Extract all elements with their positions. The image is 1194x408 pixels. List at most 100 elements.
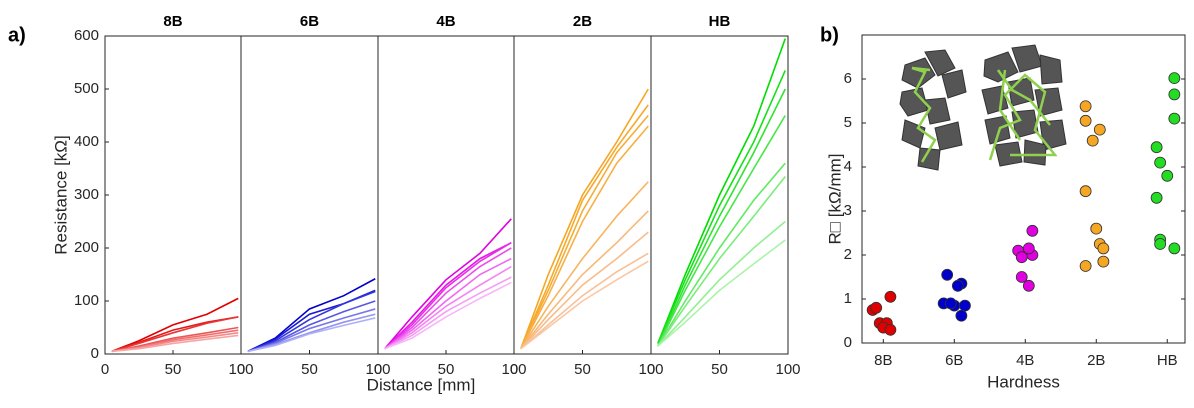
data-point <box>951 279 964 292</box>
data-line <box>657 162 786 347</box>
data-line <box>111 297 239 353</box>
data-line <box>520 125 649 350</box>
data-line <box>657 239 786 347</box>
data-line <box>111 332 239 353</box>
x-tick-label: 0 <box>374 361 382 378</box>
x-tick-label: 2B <box>1087 352 1105 369</box>
data-line <box>520 181 649 350</box>
x-tick-label: 0 <box>510 361 518 378</box>
data-line <box>520 114 649 350</box>
data-point <box>1022 279 1035 292</box>
x-tick-label: 50 <box>574 361 591 378</box>
data-line <box>384 257 512 350</box>
subplot-title: HB <box>709 13 731 30</box>
x-tick-label: 0 <box>647 361 655 378</box>
x-tick-label: HB <box>1157 352 1178 369</box>
y-tick-label: 1 <box>844 290 852 307</box>
data-line <box>657 115 786 347</box>
data-point <box>1015 271 1028 283</box>
data-line <box>520 210 649 350</box>
plot-frame <box>861 34 1186 344</box>
data-line <box>520 88 649 349</box>
data-line <box>520 260 649 350</box>
data-point <box>1097 255 1110 268</box>
data-line <box>520 231 649 350</box>
data-point <box>884 290 897 303</box>
data-line <box>111 316 239 353</box>
data-point <box>944 297 957 310</box>
data-line <box>247 317 376 353</box>
y-tick-label: 100 <box>74 292 99 309</box>
y-tick-label: 5 <box>844 114 852 131</box>
data-point <box>884 323 897 336</box>
data-line <box>384 247 512 350</box>
data-line <box>657 220 786 347</box>
y-tick-label: 2 <box>844 246 852 263</box>
data-line <box>384 281 512 350</box>
y-axis-label: Resistance [kΩ] <box>51 135 70 254</box>
data-point <box>1079 260 1092 272</box>
x-tick-label: 50 <box>438 361 455 378</box>
x-tick-label: 8B <box>874 352 892 369</box>
data-point <box>1161 169 1174 182</box>
data-point <box>1079 185 1092 198</box>
y-tick-label: 6 <box>844 70 852 87</box>
data-line <box>247 290 376 353</box>
data-point <box>959 299 971 312</box>
x-tick-label: 50 <box>711 361 728 378</box>
x-tick-label: 100 <box>501 361 526 378</box>
data-point <box>1015 251 1028 264</box>
x-tick-label: 50 <box>165 361 182 378</box>
data-point <box>1090 222 1103 235</box>
data-point <box>1086 134 1099 147</box>
data-point <box>1150 141 1163 154</box>
x-tick-label: 0 <box>101 361 109 378</box>
data-point <box>870 301 883 314</box>
y-axis-label: R□ [kΩ/mm] <box>825 154 844 245</box>
x-tick-label: 100 <box>365 361 390 378</box>
data-point <box>1079 114 1092 127</box>
y-tick-label: 0 <box>91 345 99 362</box>
data-line <box>384 242 512 350</box>
data-line <box>520 104 649 350</box>
data-line <box>384 218 512 350</box>
data-line <box>384 265 512 350</box>
data-point <box>1154 238 1167 250</box>
panel-label: b) <box>820 24 839 46</box>
y-tick-label: 200 <box>74 239 99 256</box>
data-point <box>1168 72 1181 85</box>
y-tick-label: 300 <box>74 186 99 203</box>
subplot-title: 4B <box>436 13 455 30</box>
data-line <box>111 334 239 353</box>
plot-frame <box>104 35 242 355</box>
subplot-title: 2B <box>573 13 592 30</box>
data-point <box>1022 242 1035 255</box>
subplot-title: 8B <box>163 13 182 30</box>
data-point <box>1150 191 1163 204</box>
data-line <box>247 308 376 353</box>
y-tick-label: 600 <box>74 27 99 44</box>
data-point <box>1079 100 1092 113</box>
data-line <box>657 38 787 344</box>
y-tick-label: 400 <box>74 133 99 150</box>
panel-label: a) <box>8 24 26 46</box>
data-point <box>1168 242 1181 255</box>
data-line <box>384 241 512 350</box>
data-line <box>520 252 649 350</box>
x-tick-label: 4B <box>1016 352 1034 369</box>
x-tick-label: 100 <box>775 361 800 378</box>
data-point <box>941 268 954 281</box>
x-axis-label: Distance [mm] <box>367 375 476 394</box>
data-point <box>955 309 968 322</box>
x-tick-label: 6B <box>945 352 963 369</box>
y-tick-label: 0 <box>844 334 852 351</box>
data-line <box>657 88 786 347</box>
x-tick-label: 50 <box>301 361 318 378</box>
subplot-title: 6B <box>300 13 319 30</box>
x-tick-label: 0 <box>237 361 245 378</box>
data-point <box>1168 88 1181 101</box>
x-tick-label: 100 <box>638 361 663 378</box>
data-point <box>1154 156 1167 169</box>
inset-diagram <box>899 44 1067 171</box>
